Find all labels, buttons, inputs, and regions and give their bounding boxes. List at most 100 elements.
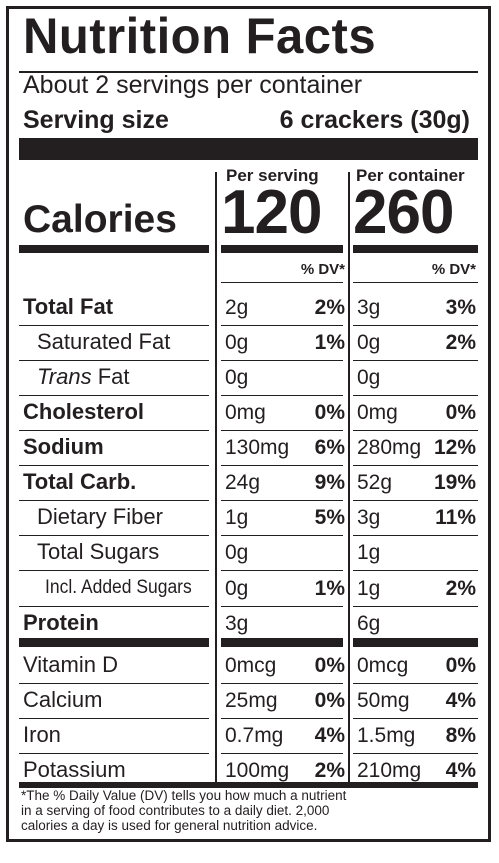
nutrient-cont: 0mcg bbox=[357, 654, 409, 677]
nutrient-serv: 0g bbox=[225, 577, 249, 600]
nutrient-serv: 0g bbox=[225, 541, 249, 564]
row-rule bbox=[221, 500, 343, 501]
nutrient-cont: 6g bbox=[357, 612, 381, 635]
nutrient-serv-dv: 2% bbox=[314, 759, 345, 782]
nutrient-serv: 0mcg bbox=[225, 654, 277, 677]
row-rule bbox=[19, 606, 209, 607]
nutrient-cont-dv: 2% bbox=[445, 577, 476, 600]
bottom-thick-rule bbox=[19, 782, 478, 788]
nutrient-serv-dv: 9% bbox=[314, 471, 345, 494]
nutrient-cont: 1g bbox=[357, 577, 381, 600]
nutrient-serv-dv: 1% bbox=[314, 577, 345, 600]
serving-size-value: 6 crackers (30g) bbox=[279, 106, 470, 134]
row-rule bbox=[221, 325, 343, 326]
nutrient-name: Iron bbox=[23, 722, 61, 747]
row-rule bbox=[19, 360, 209, 361]
nutrient-serv: 25mg bbox=[225, 689, 278, 712]
row-rule bbox=[221, 465, 343, 466]
row-rule bbox=[353, 395, 478, 396]
nutrient-cont: 1g bbox=[357, 541, 381, 564]
nutrient-serv-dv: 0% bbox=[314, 654, 345, 677]
nutrient-name: Incl. Added Sugars bbox=[45, 577, 192, 598]
calories-serving: 120 bbox=[221, 178, 322, 247]
nutrient-serv-dv: 0% bbox=[314, 401, 345, 424]
nutrient-cont: 50mg bbox=[357, 689, 410, 712]
row-rule bbox=[19, 325, 209, 326]
nutrient-name-italic: Trans bbox=[37, 364, 92, 389]
row-rule bbox=[353, 535, 478, 536]
nutrient-cont-dv: 19% bbox=[433, 471, 476, 494]
row-rule bbox=[353, 753, 478, 754]
row-rule bbox=[221, 535, 343, 536]
dv-rule-mid bbox=[221, 282, 343, 283]
divider bbox=[19, 71, 478, 73]
nutrient-serv-dv: 6% bbox=[314, 436, 345, 459]
protein-thick-rule bbox=[19, 638, 209, 647]
nutrient-cont: 0g bbox=[357, 331, 381, 354]
nutrient-name: Dietary Fiber bbox=[37, 504, 163, 529]
servings-per-container: About 2 servings per container bbox=[23, 71, 363, 99]
nutrient-cont-dv: 11% bbox=[435, 506, 476, 529]
column-divider-serving bbox=[215, 172, 217, 785]
nutrient-serv: 3g bbox=[225, 612, 249, 635]
row-rule bbox=[221, 430, 343, 431]
nutrient-cont-dv: 8% bbox=[445, 724, 476, 747]
nutrient-name: Total Sugars bbox=[37, 539, 160, 564]
nutrient-name: Total Carb. bbox=[23, 469, 137, 494]
nutrient-serv: 2g bbox=[225, 296, 249, 319]
nutrient-name: Potassium bbox=[23, 757, 126, 782]
row-rule bbox=[19, 683, 209, 684]
nutrient-cont-dv: 12% bbox=[433, 436, 476, 459]
protein-thick-rule bbox=[221, 638, 343, 647]
row-rule bbox=[353, 606, 478, 607]
row-rule bbox=[221, 360, 343, 361]
nutrient-name: Cholesterol bbox=[23, 399, 145, 424]
dv-header-container: % DV* bbox=[431, 261, 476, 278]
row-rule bbox=[353, 683, 478, 684]
nutrient-serv: 130mg bbox=[225, 436, 290, 459]
nutrient-cont: 280mg bbox=[357, 436, 422, 459]
row-rule bbox=[19, 500, 209, 501]
row-rule bbox=[19, 535, 209, 536]
row-rule bbox=[353, 500, 478, 501]
column-divider-container bbox=[348, 172, 350, 785]
nutrient-cont: 3g bbox=[357, 506, 381, 529]
row-rule bbox=[221, 683, 343, 684]
nutrient-serv-dv: 1% bbox=[314, 331, 345, 354]
label-title: Nutrition Facts bbox=[23, 8, 377, 64]
nutrient-name: Vitamin D bbox=[23, 652, 118, 677]
nutrient-cont-dv: 0% bbox=[445, 654, 476, 677]
nutrient-serv: 1g bbox=[225, 506, 249, 529]
nutrient-name: Trans Fat bbox=[37, 364, 130, 390]
nutrient-cont-dv: 0% bbox=[445, 401, 476, 424]
row-rule bbox=[353, 360, 478, 361]
serving-size-label: Serving size bbox=[23, 106, 169, 134]
nutrient-name: Protein bbox=[23, 610, 99, 635]
nutrient-serv: 100mg bbox=[225, 759, 290, 782]
nutrient-cont-dv: 4% bbox=[445, 759, 476, 782]
row-rule bbox=[221, 606, 343, 607]
nutrient-name: Sodium bbox=[23, 434, 104, 459]
nutrient-name: Total Fat bbox=[23, 294, 114, 319]
nutrient-serv-dv: 5% bbox=[314, 506, 345, 529]
nutrient-serv: 0g bbox=[225, 331, 249, 354]
row-rule bbox=[221, 395, 343, 396]
nutrient-cont: 0g bbox=[357, 366, 381, 389]
row-rule bbox=[19, 718, 209, 719]
row-rule bbox=[221, 718, 343, 719]
row-rule bbox=[353, 325, 478, 326]
nutrient-name-rest: Fat bbox=[91, 364, 130, 389]
row-rule bbox=[353, 570, 478, 571]
calories-rule-mid bbox=[221, 245, 343, 253]
nutrient-serv: 0g bbox=[225, 366, 249, 389]
nutrient-serv: 24g bbox=[225, 471, 261, 494]
row-rule bbox=[353, 465, 478, 466]
row-rule bbox=[19, 465, 209, 466]
col-header-serving: Per serving bbox=[226, 166, 319, 185]
nutrition-label: Nutrition Facts About 2 servings per con… bbox=[6, 6, 491, 842]
nutrient-serv-dv: 2% bbox=[314, 296, 345, 319]
nutrient-cont-dv: 4% bbox=[445, 689, 476, 712]
protein-thick-rule bbox=[353, 638, 478, 647]
row-rule bbox=[19, 430, 209, 431]
nutrient-cont: 3g bbox=[357, 296, 381, 319]
